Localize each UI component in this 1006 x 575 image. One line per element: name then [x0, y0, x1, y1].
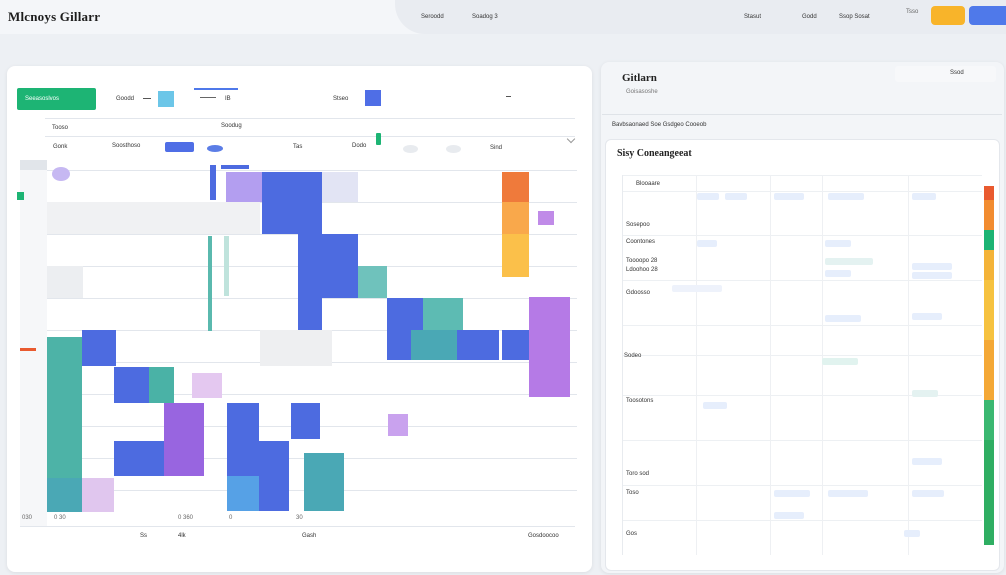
column-header-4[interactable]: Sind [490, 145, 503, 151]
blue-block[interactable] [82, 330, 116, 366]
selected-column-chip[interactable] [165, 142, 194, 152]
row-marker-2 [20, 348, 36, 351]
bottom-label-1: 4lk [178, 533, 186, 539]
bottom-label-2: Gash [302, 533, 317, 539]
square-icon[interactable] [158, 91, 174, 107]
planner-row-7[interactable]: Toosotons [626, 398, 654, 404]
filter-label[interactable]: Soodug [221, 123, 242, 129]
blue-square-icon[interactable] [365, 90, 381, 106]
nav-item-3[interactable]: Godd [802, 14, 817, 20]
column-header-0[interactable]: Gonk [53, 144, 68, 150]
planner-row-4[interactable]: Ldoohoo 28 [626, 267, 658, 273]
orange-action-button[interactable] [931, 6, 965, 25]
planner-row-5[interactable]: Gdoosso [626, 290, 651, 296]
planner-row-2[interactable]: Coontones [626, 239, 656, 245]
toggle-icon[interactable] [403, 145, 418, 153]
axis-tick-1: 0 30 [54, 515, 66, 521]
side-search-label[interactable]: Ssod [950, 70, 964, 76]
search-placeholder[interactable]: Tooso [52, 125, 69, 131]
row-gutter [20, 160, 47, 526]
chevron-icon[interactable] [506, 96, 511, 99]
nav-item-0[interactable]: Seroodd [421, 14, 444, 20]
axis-tick-0: 030 [22, 515, 33, 521]
orange-bar[interactable] [502, 234, 529, 277]
oval-icon[interactable] [207, 145, 223, 152]
toolbar-label-3: Stseo [333, 96, 349, 102]
planner-row-9[interactable]: Toso [626, 490, 639, 496]
planner-row-6[interactable]: Sodeo [624, 353, 642, 359]
purple-bar[interactable] [529, 297, 570, 397]
row-marker [17, 192, 24, 200]
divider [45, 118, 575, 119]
minus-icon[interactable] [143, 98, 151, 99]
header-right-label: Tsso [906, 9, 919, 15]
gutter-header [20, 160, 47, 170]
planner-row-10[interactable]: Gos [626, 531, 638, 537]
planner-row-8[interactable]: Toro sod [626, 471, 650, 477]
nav-item-1[interactable]: Soadog 3 [472, 14, 498, 20]
breadcrumb[interactable]: Bavbsaonaed Soe Gsdgeo Cooeob [612, 122, 707, 128]
planner-row-3[interactable]: Toooopo 28 [626, 258, 658, 264]
side-subtitle: Goisasoshe [626, 89, 658, 95]
divider-2 [45, 136, 575, 137]
toolbar-label-1: Goodd [116, 96, 135, 102]
line-icon [200, 97, 216, 98]
side-title: Gitlarn [622, 72, 657, 84]
axis-tick-3: 0 [229, 515, 233, 521]
planner-title: Sisy Coneangeeat [617, 148, 692, 159]
axis-tick-4: 30 [296, 515, 303, 521]
axis-tick-2: 0 360 [178, 515, 194, 521]
toolbar-label-2: IB [225, 96, 231, 102]
legend-strip [984, 440, 994, 545]
toggle-icon-2[interactable] [446, 145, 461, 153]
purple-block[interactable] [164, 403, 204, 476]
blue-block-2[interactable] [262, 172, 322, 234]
green-handle-icon[interactable] [376, 133, 381, 145]
column-header-3[interactable]: Dodo [352, 143, 367, 149]
nav-item-4[interactable]: Ssop Sosat [839, 14, 870, 20]
top-band [395, 0, 1006, 34]
blue-action-button[interactable] [969, 6, 1006, 25]
bottom-right-label[interactable]: Gosdoocoo [528, 533, 559, 539]
nav-item-2[interactable]: Stasut [744, 14, 762, 20]
bottom-label-0: Ss [140, 533, 148, 539]
planner-row-1[interactable]: Sosepoo [626, 222, 650, 228]
column-header-2[interactable]: Tas [293, 144, 303, 150]
new-button[interactable]: Seeasoslvos [17, 88, 96, 110]
app-logo: Mlcnoys Gillarr [8, 9, 101, 24]
planner-row-0[interactable]: Blooaare [636, 181, 661, 187]
side-search[interactable] [895, 66, 996, 82]
column-header-1[interactable]: Soosthoso [112, 143, 141, 149]
active-tab-indicator [194, 88, 238, 90]
